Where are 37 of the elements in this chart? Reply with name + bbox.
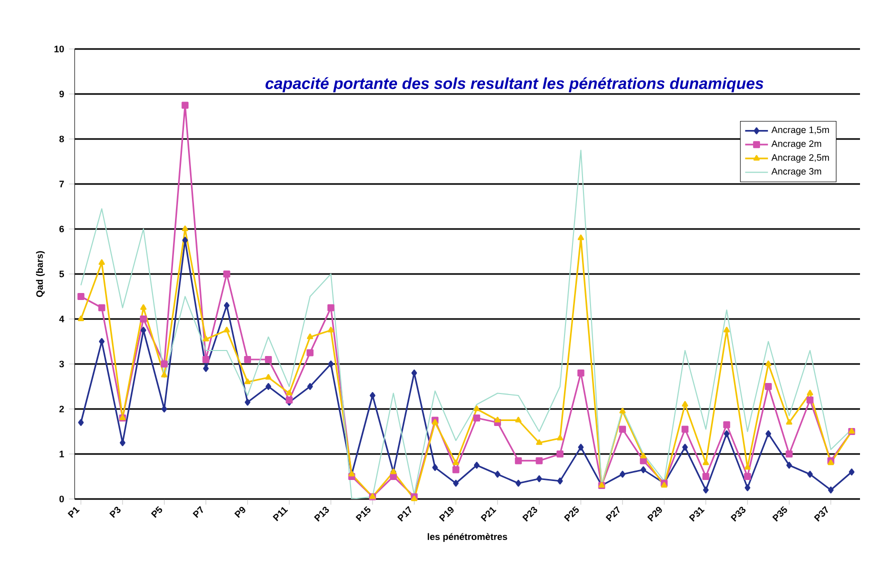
x-tick-label: P17 <box>397 506 412 522</box>
legend-label: Ancrage 2,5m <box>771 154 829 163</box>
y-tick-label: 7 <box>59 180 64 188</box>
x-tick-label: P19 <box>438 506 454 522</box>
x-tick-label: P9 <box>234 506 246 518</box>
x-tick-label: P13 <box>314 506 329 522</box>
y-tick-label: 3 <box>59 360 64 368</box>
y-tick-label: 2 <box>59 406 64 412</box>
y-tick-label: 4 <box>59 316 64 322</box>
x-tick-label: P29 <box>647 506 662 522</box>
x-tick-label: P27 <box>606 506 620 522</box>
y-axis-title: Qad (bars) <box>36 251 45 297</box>
x-tick-label: P7 <box>192 506 204 518</box>
y-tick-label: 9 <box>59 90 64 98</box>
x-tick-label: P1 <box>68 506 80 518</box>
x-tick-label: P31 <box>688 506 705 522</box>
x-tick-label: P5 <box>150 506 162 518</box>
y-tick-label: 1 <box>60 450 64 458</box>
legend-label: Ancrage 3m <box>771 168 822 177</box>
x-tick-label: P11 <box>272 506 288 522</box>
x-axis-title: les pénétromètres <box>428 533 508 542</box>
y-tick-label: 5 <box>59 270 64 278</box>
y-tick-label: 6 <box>59 226 64 232</box>
text: capacité portante des sols resultant les pénétrations dunamiques <box>266 77 764 92</box>
y-tick-label: 0 <box>59 496 64 502</box>
legend-label: Ancrage 2m <box>771 140 822 149</box>
x-tick-label: P35 <box>772 506 788 522</box>
x-tick-label: P25 <box>564 506 579 522</box>
x-tick-label: P37 <box>814 506 828 522</box>
x-tick-label: P3 <box>109 506 121 518</box>
x-tick-label: P21 <box>480 507 496 522</box>
x-tick-label: P23 <box>522 506 538 522</box>
legend-label: Ancrage 1,5m <box>771 126 829 135</box>
y-tick-label: 10 <box>54 46 64 52</box>
x-tick-label: P15 <box>356 506 370 522</box>
y-tick-label: 8 <box>59 136 64 142</box>
x-tick-label: P33 <box>730 506 746 522</box>
